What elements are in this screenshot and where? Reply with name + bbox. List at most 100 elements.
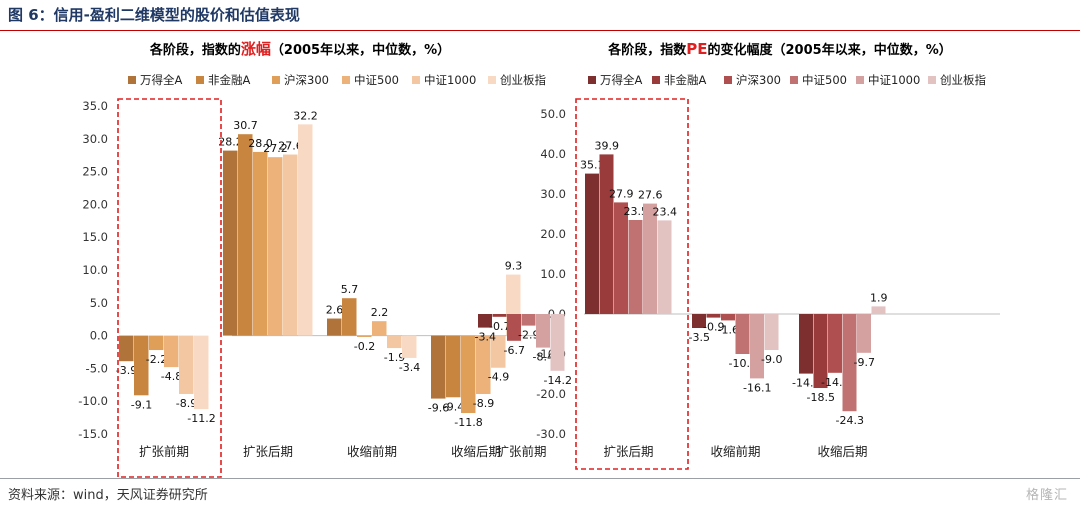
legend-swatch: [790, 76, 798, 84]
bar: [599, 154, 614, 314]
bar: [492, 314, 507, 317]
y-tick-label: 35.0: [82, 99, 108, 113]
legend-swatch: [272, 76, 280, 84]
bar-data-label: -3.4: [399, 361, 420, 374]
bar: [342, 298, 357, 336]
bar-data-label: -3.4: [475, 331, 496, 344]
bar: [238, 134, 253, 336]
bar: [253, 151, 268, 336]
footer-rule: [0, 478, 1080, 479]
bar: [585, 173, 599, 314]
bar-data-label: -4.9: [488, 371, 509, 384]
bar-data-label: -9.6: [428, 402, 449, 415]
bar-data-label: -3.9: [116, 364, 137, 377]
legend-label: 中证1000: [424, 73, 476, 87]
bar: [387, 335, 402, 349]
bar: [357, 335, 372, 337]
bar-data-label: -10.0: [729, 357, 757, 370]
legend-label: 中证1000: [868, 73, 920, 87]
bar-data-label: -11.8: [454, 416, 482, 429]
category-label: 扩张前期: [139, 444, 189, 459]
legend-label: 创业板指: [940, 73, 986, 87]
category-label: 扩张后期: [603, 444, 653, 459]
bar: [657, 220, 672, 314]
category-label: 收缩前期: [347, 444, 397, 459]
bar-data-label: 23.4: [653, 205, 678, 218]
highlight-box: [575, 98, 689, 470]
legend-swatch: [652, 76, 660, 84]
bar: [476, 335, 491, 394]
bar: [119, 335, 134, 362]
bar-data-label: -8.9: [176, 397, 197, 410]
y-tick-label: -5.0: [86, 361, 108, 375]
watermark-logo: 格隆汇: [1025, 488, 1068, 503]
category-label: 扩张前期: [496, 444, 546, 459]
chart-2: 各阶段，指数PE的变化幅度（2005年以来，中位数，%） 万得全A 非金融A 沪深30…: [475, 40, 1000, 470]
legend-label: 中证500: [354, 73, 399, 87]
legend-label: 创业板指: [500, 73, 546, 87]
bar: [813, 314, 828, 388]
legend-swatch: [588, 76, 596, 84]
bar: [372, 321, 387, 336]
category-label: 扩张后期: [243, 444, 293, 459]
bar-data-label: -1.6: [718, 323, 739, 336]
legend-swatch: [488, 76, 496, 84]
chart-title-highlight: 涨幅: [241, 40, 271, 58]
bar-data-label: 9.3: [505, 260, 523, 273]
bar: [857, 314, 871, 353]
y-tick-label: -15.0: [78, 427, 108, 441]
bar: [521, 314, 536, 326]
y-tick-label: 20.0: [82, 197, 108, 211]
chart-title: 各阶段，指数PE的变化幅度（2005年以来，中位数，%）: [607, 40, 951, 58]
chart-title-highlight: PE: [686, 40, 707, 58]
bar-data-label: -14.2: [544, 374, 572, 387]
bar: [149, 335, 164, 351]
legend-label: 非金融A: [208, 73, 250, 87]
chart-title-prefix: 各阶段，指数: [607, 42, 687, 58]
bar: [446, 335, 461, 398]
bar: [461, 335, 476, 414]
bar-data-label: -9.0: [761, 353, 782, 366]
figure-title: 图 6：信用-盈利二维模型的股价和估值表现: [8, 6, 300, 24]
bar-data-label: -0.2: [354, 340, 375, 353]
bar-data-label: -16.1: [743, 381, 771, 394]
bar-data-label: 1.9: [870, 291, 888, 304]
bar-data-label: -9.4: [443, 400, 464, 413]
bar: [507, 314, 521, 341]
bar: [402, 335, 417, 358]
bar: [692, 314, 706, 328]
bar-data-label: 2.6: [326, 304, 344, 317]
y-tick-label: 0.0: [90, 329, 108, 343]
legend-label: 万得全A: [600, 73, 642, 87]
legend-swatch: [412, 76, 420, 84]
bar-data-label: -4.8: [161, 370, 182, 383]
bar-data-label: -8.4: [533, 351, 554, 364]
bar-data-label: 23.5: [624, 205, 649, 218]
legend-label: 沪深300: [284, 73, 329, 87]
bar: [614, 202, 628, 314]
bar: [179, 335, 194, 394]
y-tick-label: 10.0: [82, 263, 108, 277]
y-tick-label: 50.0: [540, 107, 566, 121]
bar: [223, 150, 238, 336]
bar-data-label: -2.2: [146, 353, 167, 366]
bar-data-label: -11.2: [187, 412, 215, 425]
bar-data-label: 32.2: [293, 109, 318, 122]
y-tick-label: 20.0: [540, 227, 566, 241]
bar-data-label: 28.0: [248, 137, 273, 150]
bar: [134, 335, 149, 396]
bar: [799, 314, 813, 374]
bar-data-label: 30.7: [233, 119, 258, 132]
bar: [706, 314, 721, 318]
bar: [491, 335, 506, 368]
y-tick-label: 40.0: [540, 147, 566, 161]
bar-data-label: 35.1: [580, 159, 605, 172]
highlight-box: [117, 98, 222, 478]
legend-label: 沪深300: [736, 73, 781, 87]
bar-data-label: -6.7: [504, 344, 525, 357]
legend-label: 中证500: [802, 73, 847, 87]
bar-data-label: -0.9: [703, 321, 724, 334]
y-tick-label: 15.0: [82, 230, 108, 244]
bar: [431, 335, 446, 399]
bar-data-label: -9.1: [131, 398, 152, 411]
